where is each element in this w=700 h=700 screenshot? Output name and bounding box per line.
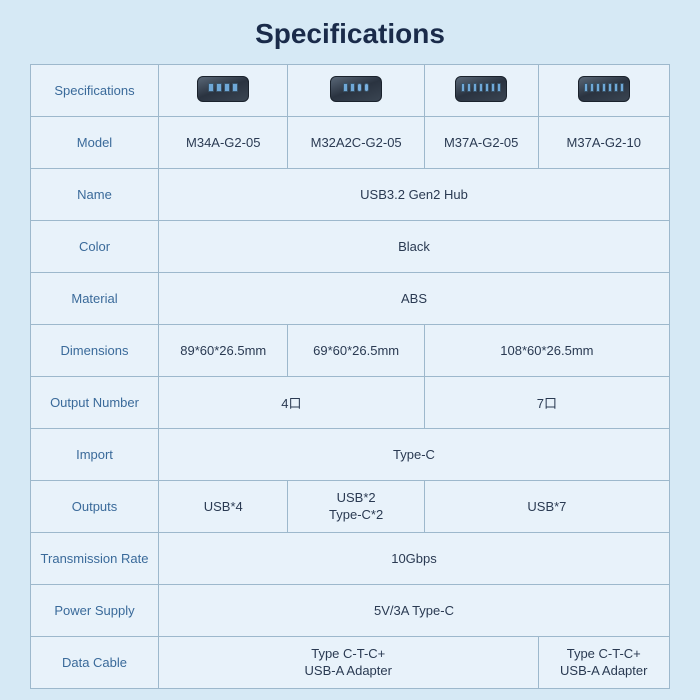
spec-table: Specifications Model	[30, 64, 670, 689]
hub-7port-icon	[452, 73, 510, 105]
cell-value: 5V/3A Type-C	[159, 585, 670, 637]
cell-value: 4口	[159, 377, 425, 429]
row-material: Material ABS	[31, 273, 670, 325]
cell-value: Type C-T-C+USB-A Adapter	[159, 637, 539, 689]
row-label: Outputs	[31, 481, 159, 533]
product-icon-cell	[159, 65, 288, 117]
row-label: Data Cable	[31, 637, 159, 689]
row-label: Material	[31, 273, 159, 325]
row-label: Model	[31, 117, 159, 169]
table-header-row: Specifications	[31, 65, 670, 117]
row-label: Transmission Rate	[31, 533, 159, 585]
row-label: Name	[31, 169, 159, 221]
cell-value: USB3.2 Gen2 Hub	[159, 169, 670, 221]
cell-value: 89*60*26.5mm	[159, 325, 288, 377]
row-import: Import Type-C	[31, 429, 670, 481]
product-icon-cell	[288, 65, 424, 117]
row-name: Name USB3.2 Gen2 Hub	[31, 169, 670, 221]
cell-value: USB*4	[159, 481, 288, 533]
cell-value: Black	[159, 221, 670, 273]
header-label: Specifications	[31, 65, 159, 117]
cell-value: ABS	[159, 273, 670, 325]
row-label: Dimensions	[31, 325, 159, 377]
row-label: Output Number	[31, 377, 159, 429]
hub-2a2c-icon	[327, 73, 385, 105]
row-label: Power Supply	[31, 585, 159, 637]
row-model: Model M34A-G2-05 M32A2C-G2-05 M37A-G2-05…	[31, 117, 670, 169]
product-icon-cell	[424, 65, 538, 117]
row-data-cable: Data Cable Type C-T-C+USB-A Adapter Type…	[31, 637, 670, 689]
cell-value: M37A-G2-10	[538, 117, 670, 169]
row-color: Color Black	[31, 221, 670, 273]
cell-value: Type C-T-C+USB-A Adapter	[538, 637, 670, 689]
cell-value: 69*60*26.5mm	[288, 325, 424, 377]
hub-7port-icon	[575, 73, 633, 105]
product-icon-cell	[538, 65, 670, 117]
cell-value: M32A2C-G2-05	[288, 117, 424, 169]
row-label: Color	[31, 221, 159, 273]
cell-value: Type-C	[159, 429, 670, 481]
cell-value: USB*2Type-C*2	[288, 481, 424, 533]
cell-value: 7口	[424, 377, 669, 429]
row-dimensions: Dimensions 89*60*26.5mm 69*60*26.5mm 108…	[31, 325, 670, 377]
row-transmission-rate: Transmission Rate 10Gbps	[31, 533, 670, 585]
cell-value: USB*7	[424, 481, 669, 533]
cell-value: 108*60*26.5mm	[424, 325, 669, 377]
cell-value: 10Gbps	[159, 533, 670, 585]
page-title: Specifications	[255, 18, 445, 50]
cell-value: M37A-G2-05	[424, 117, 538, 169]
row-output-number: Output Number 4口 7口	[31, 377, 670, 429]
row-power-supply: Power Supply 5V/3A Type-C	[31, 585, 670, 637]
cell-value: M34A-G2-05	[159, 117, 288, 169]
hub-4port-icon	[194, 73, 252, 105]
row-outputs: Outputs USB*4 USB*2Type-C*2 USB*7	[31, 481, 670, 533]
row-label: Import	[31, 429, 159, 481]
